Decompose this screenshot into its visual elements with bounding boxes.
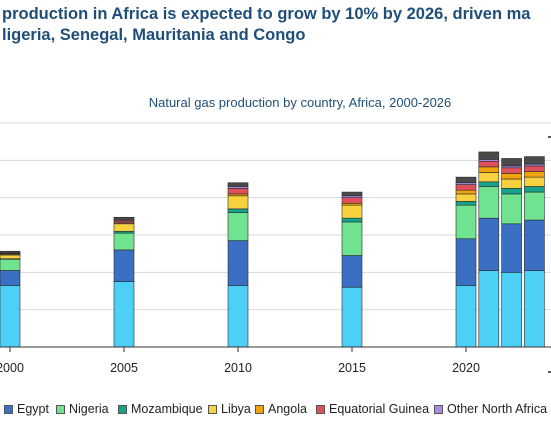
bar-segment: [501, 223, 522, 273]
bar-segment: [227, 182, 249, 187]
bar-segment: [455, 238, 477, 286]
chart-title: Natural gas production by country, Afric…: [148, 95, 452, 110]
legend-label: Angola: [268, 402, 307, 416]
x-tick-label: 2000: [0, 361, 24, 375]
bar-segment: [524, 156, 545, 165]
bar-segment: [0, 250, 21, 254]
bar-segment: [113, 232, 135, 251]
headline-line-1: production in Africa is expected to grow…: [2, 5, 531, 23]
bar-segment: [0, 285, 21, 348]
bar-segment: [524, 186, 545, 193]
legend-label: Nigeria: [69, 402, 109, 416]
bar-segment: [501, 173, 522, 180]
bar-segment: [478, 181, 500, 187]
legend-label: Other North Africa: [447, 402, 548, 416]
bar-segment: [455, 201, 477, 206]
x-tick-label: 2005: [110, 361, 138, 375]
bar-segment: [227, 188, 249, 195]
x-tick-label: 2010: [224, 361, 252, 375]
legend-label: Libya: [221, 402, 251, 416]
bar-segment: [227, 212, 249, 241]
bar-segment: [501, 178, 522, 189]
bar-segment: [227, 195, 249, 210]
bar-segment: [524, 176, 545, 187]
bar-segment: [341, 197, 363, 204]
bar-segment: [113, 216, 135, 221]
bar-segment: [341, 221, 363, 256]
bar-segment: [341, 286, 363, 348]
legend-swatch: [208, 404, 217, 414]
bar-segment: [478, 172, 500, 183]
bar-segment: [524, 270, 545, 348]
legend-label: Equatorial Guinea: [329, 402, 430, 416]
legend-item: Libya: [208, 400, 251, 418]
bar-segment: [341, 204, 363, 219]
legend-swatch: [255, 404, 264, 414]
bar-segment: [455, 176, 477, 184]
bar-segment: [478, 166, 500, 173]
bar-segment: [524, 171, 545, 178]
bar-segment: [455, 184, 477, 191]
bar-segment: [455, 285, 477, 348]
bar-segment: [0, 254, 21, 260]
headline-line-2: ligeria, Senegal, Mauritania and Congo: [2, 26, 306, 44]
bar-segment: [0, 258, 21, 271]
legend-swatch: [434, 404, 443, 414]
bar-segment: [478, 270, 500, 348]
legend-item: Angola: [255, 400, 307, 418]
bar-segment: [227, 240, 249, 286]
bar-segment: [227, 285, 249, 348]
legend-swatch: [316, 404, 325, 414]
legend-item: Egypt: [4, 400, 49, 418]
legend-label: Egypt: [17, 402, 49, 416]
bar-segment: [524, 165, 545, 172]
bar-segment: [524, 191, 545, 221]
bar-segment: [501, 158, 522, 167]
legend-item: Nigeria: [56, 400, 109, 418]
x-tick-label: 2015: [338, 361, 366, 375]
bar-segment: [0, 270, 21, 286]
bar-segment: [501, 188, 522, 195]
legend-swatch: [4, 404, 13, 414]
bar-segment: [455, 193, 477, 202]
bar-segment: [455, 189, 477, 195]
chart-legend: Egypt Nigeria Mozambique Libya Angola Equator…: [0, 400, 551, 418]
bar-segment: [478, 151, 500, 160]
legend-item: Other North Africa: [434, 400, 547, 418]
legend-label: Mozambique: [131, 402, 203, 416]
bar-segment: [113, 281, 135, 348]
legend-swatch: [118, 404, 127, 414]
bar-segment: [113, 249, 135, 282]
legend-item: Mozambique: [118, 400, 203, 418]
bar-segment: [478, 217, 500, 271]
x-tick-label: 2020: [452, 361, 480, 375]
bar-segment: [341, 191, 363, 197]
bar-segment: [501, 193, 522, 225]
bar-segment: [113, 223, 135, 232]
bar-segment: [478, 186, 500, 219]
bar-segment: [341, 217, 363, 223]
bar-segment: [478, 160, 500, 168]
bar-segment: [455, 204, 477, 240]
bar-segment: [501, 167, 522, 174]
legend-item: Equatorial Guinea: [316, 400, 429, 418]
bar-segment: [227, 208, 249, 213]
bar-segment: [524, 219, 545, 271]
bar-segment: [341, 255, 363, 288]
headline: production in Africa is expected to grow…: [2, 4, 551, 46]
legend-swatch: [56, 404, 65, 414]
bar-segment: [501, 272, 522, 348]
